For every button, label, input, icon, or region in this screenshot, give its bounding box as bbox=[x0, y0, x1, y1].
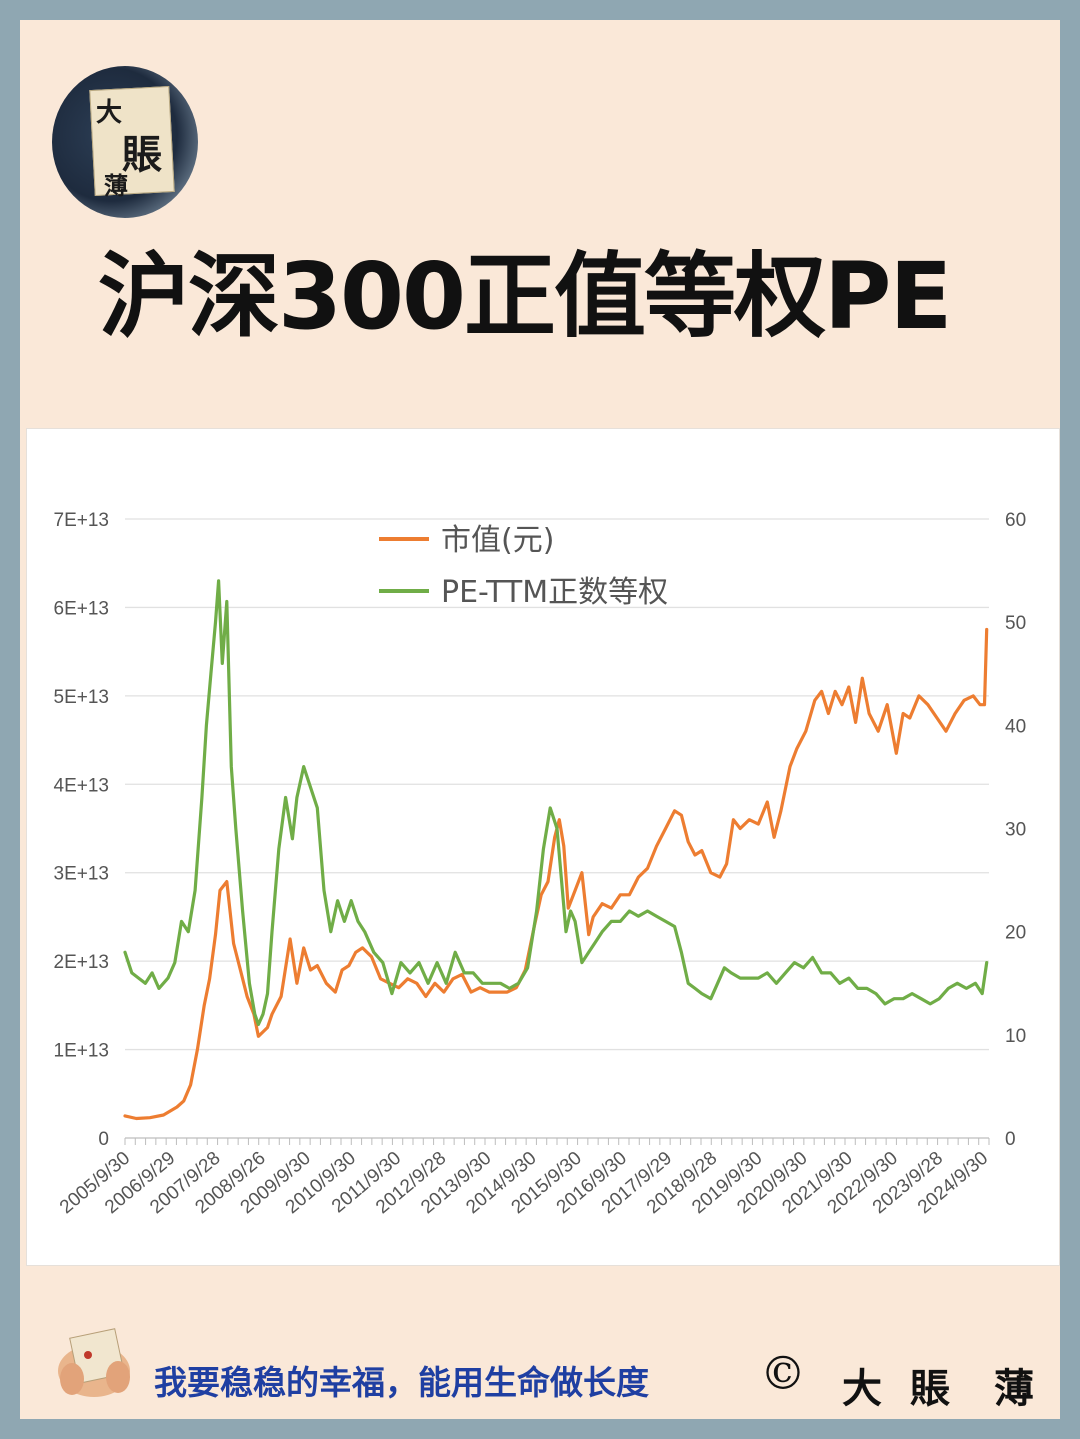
hands-holding-paper-image bbox=[58, 1328, 130, 1397]
market-value-series-line bbox=[123, 627, 989, 1121]
signature-char-2: 賬 bbox=[910, 1365, 950, 1412]
legend-label: PE-TTM正数等权 bbox=[441, 575, 668, 610]
y-left-tick-label: 6E+13 bbox=[54, 598, 109, 619]
logo-char-2: 賬 bbox=[122, 131, 162, 178]
y-left-tick-label: 3E+13 bbox=[54, 864, 109, 885]
y-left-tick-label: 5E+13 bbox=[54, 687, 109, 708]
y-right-tick-label: 50 bbox=[1005, 613, 1026, 634]
y-right-tick-label: 30 bbox=[1005, 820, 1026, 841]
y-right-tick-label: 60 bbox=[1005, 510, 1026, 531]
y-right-tick-label: 10 bbox=[1005, 1026, 1026, 1047]
legend-label: 市值(元) bbox=[441, 523, 554, 558]
page-title: 沪深300正值等权PE bbox=[98, 243, 952, 350]
y-right-tick-label: 40 bbox=[1005, 716, 1026, 737]
copyright-symbol: © bbox=[760, 1346, 806, 1400]
signature-char-3: 薄 bbox=[994, 1365, 1034, 1412]
line-chart: 0 1E+13 2E+13 3E+13 4E+13 5E+13 6E+13 7E+13 0 10 2… bbox=[54, 510, 1027, 1218]
pe-ttm-series-line bbox=[123, 579, 989, 1027]
signature-char-1: 大 bbox=[842, 1365, 882, 1412]
y-left-tick-label: 4E+13 bbox=[54, 775, 109, 796]
y-right-tick-label: 20 bbox=[1005, 923, 1026, 944]
logo-char-3: 薄 bbox=[104, 171, 128, 200]
chart-panel: 0 1E+13 2E+13 3E+13 4E+13 5E+13 6E+13 7E+13 0 10 2… bbox=[26, 428, 1060, 1266]
y-left-tick-label: 0 bbox=[98, 1129, 109, 1150]
footer-slogan: 我要稳稳的幸福，能用生命做长度 bbox=[154, 1363, 649, 1402]
y-left-tick-label: 7E+13 bbox=[54, 510, 109, 531]
y-right-tick-label: 0 bbox=[1005, 1129, 1016, 1150]
brand-logo: 大 賬 薄 bbox=[52, 66, 198, 218]
y-left-tick-label: 2E+13 bbox=[54, 952, 109, 973]
logo-char-1: 大 bbox=[96, 98, 123, 128]
y-left-tick-label: 1E+13 bbox=[54, 1041, 109, 1062]
